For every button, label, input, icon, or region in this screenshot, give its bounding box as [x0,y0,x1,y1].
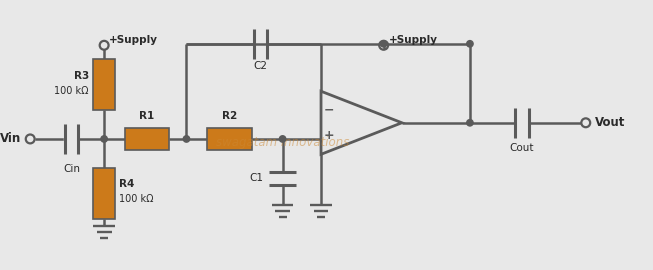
Polygon shape [321,91,402,154]
Text: +Supply: +Supply [109,35,158,45]
Bar [93,59,115,110]
Text: swagatam innovations: swagatam innovations [216,136,349,149]
Text: Vin: Vin [0,133,22,146]
Text: R1: R1 [139,111,155,121]
Circle shape [381,40,387,47]
Text: Cin: Cin [63,164,80,174]
Bar [93,168,115,219]
Text: −: − [324,103,335,116]
Text: Vout: Vout [595,116,625,129]
Text: 100 kΩ: 100 kΩ [54,86,89,96]
Circle shape [279,136,286,142]
Circle shape [101,136,107,142]
Text: C2: C2 [253,61,267,71]
Text: R2: R2 [222,111,237,121]
Bar [125,128,169,150]
Circle shape [183,136,189,142]
Circle shape [467,120,473,126]
Circle shape [467,40,473,47]
Text: R4: R4 [119,179,135,189]
Text: R3: R3 [74,71,89,81]
Bar [207,128,251,150]
Text: Cout: Cout [509,143,534,153]
Text: +: + [324,129,335,142]
Text: +Supply: +Supply [389,35,438,45]
Text: C1: C1 [250,173,264,183]
Text: 100 kΩ: 100 kΩ [119,194,153,204]
